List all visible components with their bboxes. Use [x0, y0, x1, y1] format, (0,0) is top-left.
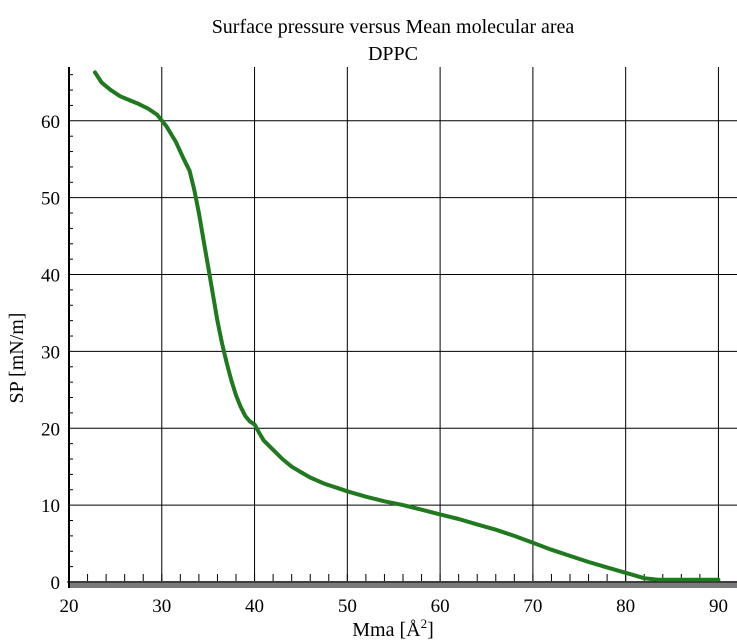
grid — [69, 67, 737, 582]
y-tick-label: 20 — [41, 419, 60, 440]
x-tick-label: 90 — [709, 596, 728, 617]
x-tick-label: 60 — [431, 596, 450, 617]
x-tick-label: 70 — [523, 596, 542, 617]
y-tick-label: 10 — [41, 496, 60, 517]
minor-ticks — [69, 74, 719, 582]
series-line — [93, 70, 721, 582]
y-axis-label: SP [mN/m] — [6, 313, 28, 404]
series — [93, 70, 721, 582]
x-tick-label: 30 — [152, 596, 171, 617]
y-tick-labels: 0 10 20 30 40 50 60 — [41, 112, 60, 594]
y-tick-label: 40 — [41, 266, 60, 287]
x-axis-band — [69, 581, 737, 588]
x-axis-label-end: ] — [427, 619, 434, 641]
x-tick-label: 80 — [616, 596, 635, 617]
chart-title: Surface pressure versus Mean molecular a… — [212, 16, 575, 38]
y-tick-label: 50 — [41, 189, 60, 210]
axes — [67, 67, 737, 588]
y-tick-label: 60 — [41, 112, 60, 133]
x-tick-labels: 20 30 40 50 60 70 80 90 — [60, 596, 728, 617]
x-tick-label: 40 — [245, 596, 264, 617]
x-axis-label-superscript: 2 — [421, 616, 428, 631]
x-axis-label-text: Mma [Å — [352, 619, 421, 641]
x-tick-label: 20 — [60, 596, 79, 617]
y-tick-label: 0 — [51, 573, 61, 594]
x-axis-label: Mma [Å2] — [352, 616, 434, 641]
y-tick-label: 30 — [41, 342, 60, 363]
x-tick-label: 50 — [338, 596, 357, 617]
chart-subtitle: DPPC — [368, 43, 418, 65]
